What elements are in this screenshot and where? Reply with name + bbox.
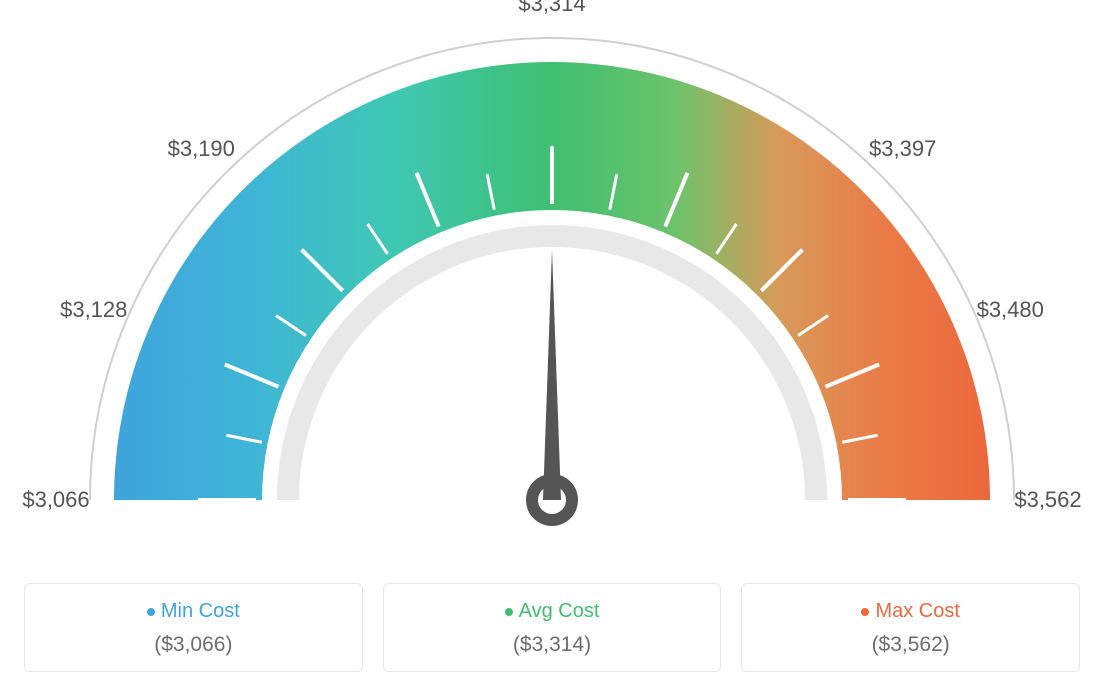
tick-label: $3,314 xyxy=(518,0,585,17)
legend-title-max: Max Cost xyxy=(861,600,959,623)
tick-label: $3,066 xyxy=(22,487,89,513)
legend-label-min: Min Cost xyxy=(161,600,240,623)
legend-value-max: ($3,562) xyxy=(750,633,1071,657)
chart-container: $3,066 $3,128 $3,190 $3,314 $3,397 $3,480 $3,5… xyxy=(0,0,1104,690)
legend-dot-min xyxy=(147,608,155,616)
tick-label: $3,480 xyxy=(977,297,1044,323)
legend-row: Min Cost ($3,066) Avg Cost ($3,314) Max … xyxy=(0,583,1104,672)
legend-title-avg: Avg Cost xyxy=(505,600,600,623)
legend-value-min: ($3,066) xyxy=(33,633,354,657)
tick-label: $3,562 xyxy=(1014,487,1081,513)
legend-dot-avg xyxy=(505,608,513,616)
legend-card-max: Max Cost ($3,562) xyxy=(741,583,1080,672)
legend-card-avg: Avg Cost ($3,314) xyxy=(383,583,722,672)
legend-label-avg: Avg Cost xyxy=(519,600,600,623)
tick-label: $3,128 xyxy=(60,297,127,323)
legend-value-avg: ($3,314) xyxy=(392,633,713,657)
legend-title-min: Min Cost xyxy=(147,600,240,623)
legend-dot-max xyxy=(861,608,869,616)
legend-card-min: Min Cost ($3,066) xyxy=(24,583,363,672)
tick-label: $3,397 xyxy=(869,136,936,162)
gauge-needle xyxy=(543,250,561,500)
tick-label: $3,190 xyxy=(168,136,235,162)
legend-label-max: Max Cost xyxy=(875,600,959,623)
gauge-svg xyxy=(0,0,1104,560)
gauge-area: $3,066 $3,128 $3,190 $3,314 $3,397 $3,480 $3,5… xyxy=(0,0,1104,560)
